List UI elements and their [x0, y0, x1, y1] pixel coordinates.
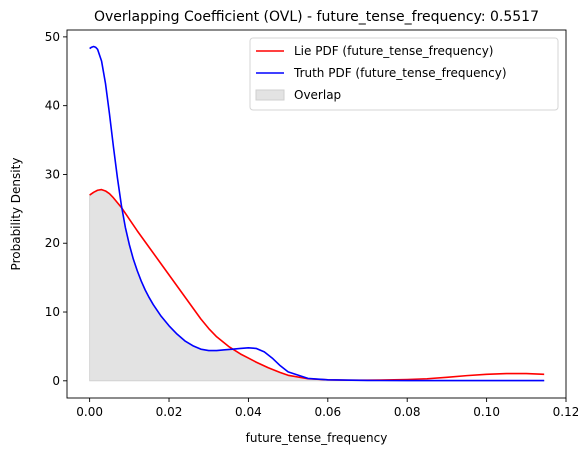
lie-pdf-line [89, 188, 545, 381]
legend-label-overlap: Overlap [294, 88, 341, 102]
legend-label-truth: Truth PDF (future_tense_frequency) [293, 66, 507, 80]
truth-pdf-line [89, 45, 545, 382]
x-tick-label: 0.12 [553, 405, 578, 419]
y-tick-label: 10 [45, 305, 60, 319]
y-tick-label: 20 [45, 236, 60, 250]
x-tick-label: 0.08 [394, 405, 421, 419]
y-axis-ticks: 0 10 20 30 40 50 [45, 30, 67, 388]
x-tick-label: 0.04 [235, 405, 262, 419]
axes-frame [66, 29, 567, 399]
legend: Lie PDF (future_tense_frequency) Truth P… [249, 37, 559, 111]
legend-box [249, 37, 559, 111]
x-tick-label: 0.06 [314, 405, 341, 419]
x-tick-label: 0.10 [473, 405, 500, 419]
x-tick-label: 0.00 [76, 405, 103, 419]
y-axis-label: Probability Density [9, 158, 23, 271]
y-tick-label: 0 [52, 374, 60, 388]
plot-area [66, 29, 567, 399]
y-tick-label: 50 [45, 30, 60, 44]
x-axis-label: future_tense_frequency [246, 431, 388, 445]
x-axis-ticks: 0.00 0.02 0.04 0.06 0.08 0.10 0.12 [76, 398, 578, 419]
legend-swatch-overlap [255, 89, 285, 101]
chart-title: Overlapping Coefficient (OVL) - future_t… [94, 9, 539, 25]
y-tick-label: 30 [45, 167, 60, 181]
x-tick-label: 0.02 [156, 405, 183, 419]
legend-label-lie: Lie PDF (future_tense_frequency) [294, 44, 493, 58]
y-tick-label: 40 [45, 99, 60, 113]
